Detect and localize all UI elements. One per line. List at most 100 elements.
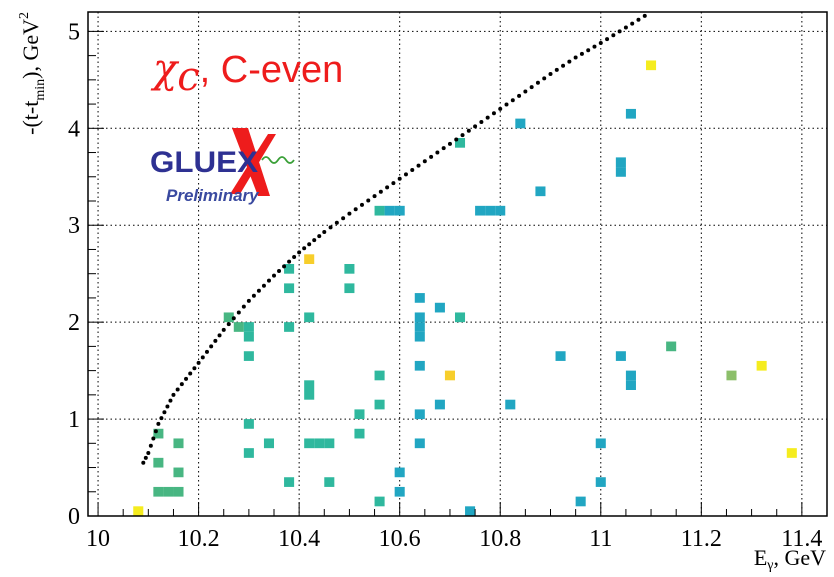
heatmap-bin xyxy=(354,409,365,420)
heatmap-bin xyxy=(475,205,486,216)
heatmap-bin xyxy=(243,351,254,361)
heatmap-bin xyxy=(414,409,425,420)
x-tick-label: 10.4 xyxy=(278,526,320,552)
kinematic-point xyxy=(385,185,390,190)
y-tick-labels: 0 1 2 3 4 5 xyxy=(68,19,80,530)
kinematic-point xyxy=(184,376,189,381)
heatmap-bin xyxy=(394,205,405,216)
heatmap-bin xyxy=(454,312,466,323)
kinematic-point xyxy=(192,366,197,371)
heatmap-bin xyxy=(163,486,174,497)
heatmap-bin xyxy=(304,312,315,323)
kinematic-point xyxy=(148,443,153,448)
heatmap-bin xyxy=(314,438,325,449)
heatmap-bin xyxy=(153,428,164,439)
kinematic-point xyxy=(416,163,421,168)
legend: χc, C-even xyxy=(150,46,343,100)
heatmap-bin xyxy=(374,399,385,410)
kinematic-point xyxy=(579,51,584,56)
heatmap-bin xyxy=(414,438,425,449)
kinematic-point xyxy=(251,293,256,298)
heatmap-bin xyxy=(485,205,496,216)
y-axis-title-unit: ), GeV xyxy=(18,19,43,79)
heatmap-bin xyxy=(434,399,445,410)
y-tick-label: 0 xyxy=(68,504,80,530)
kinematic-point xyxy=(504,102,509,107)
kinematic-point xyxy=(573,55,578,60)
heatmap-bin xyxy=(666,341,677,352)
x-tick-label: 10.2 xyxy=(178,526,220,552)
kinematic-point xyxy=(611,33,616,38)
heatmap-bin xyxy=(505,399,516,410)
kinematic-point xyxy=(435,150,440,155)
kinematic-point xyxy=(378,189,383,194)
x-axis-title-main: E xyxy=(754,545,767,570)
kinematic-point xyxy=(623,25,628,30)
kinematic-point xyxy=(292,255,297,260)
x-axis-title-unit: , GeV xyxy=(773,545,826,570)
kinematic-point xyxy=(261,283,266,288)
x-tick-label: 10.6 xyxy=(379,526,421,552)
x-tick-label: 11 xyxy=(589,526,612,552)
kinematic-point xyxy=(287,259,292,264)
heatmap-bin xyxy=(344,264,355,274)
kinematic-point xyxy=(179,382,184,387)
legend-symbol-sub: c xyxy=(177,54,199,100)
heatmap-bin xyxy=(515,118,526,129)
kinematic-point xyxy=(391,181,396,186)
heatmap-bin xyxy=(133,506,144,516)
heatmap-bin xyxy=(465,506,476,516)
heatmap-bin xyxy=(595,438,606,449)
heatmap-bin xyxy=(535,186,546,197)
heatmap-bin xyxy=(625,108,636,119)
heatmap-bin xyxy=(284,477,295,487)
heatmap-bin xyxy=(173,486,184,497)
x-tick-labels: 10 10.2 10.4 10.6 10.8 11 11.2 11.4 xyxy=(86,526,822,552)
kinematic-point xyxy=(397,176,402,181)
kinematic-point xyxy=(317,234,322,239)
kinematic-point xyxy=(586,48,591,53)
heatmap-bin xyxy=(304,380,315,390)
kinematic-point xyxy=(353,207,358,212)
heatmap-bin xyxy=(324,438,335,449)
heatmap-bin xyxy=(374,205,385,216)
kinematic-point xyxy=(466,128,471,133)
heatmap-bin xyxy=(284,264,295,274)
kinematic-point xyxy=(217,333,222,338)
kinematic-point xyxy=(143,455,148,460)
kinematic-point xyxy=(328,225,333,230)
kinematic-point xyxy=(322,230,327,235)
kinematic-point xyxy=(141,460,146,465)
heatmap-bin xyxy=(414,312,425,323)
kinematic-point xyxy=(429,154,434,159)
y-tick-label: 4 xyxy=(68,116,80,142)
kinematic-point xyxy=(403,172,408,177)
kinematic-point xyxy=(196,360,201,365)
kinematic-point xyxy=(334,220,339,225)
kinematic-point xyxy=(592,44,597,49)
kinematic-point xyxy=(460,133,465,138)
heatmap-bin xyxy=(243,331,254,342)
kinematic-point xyxy=(498,106,503,111)
heatmap-bin xyxy=(354,428,365,439)
heatmap-bin xyxy=(304,254,315,264)
heatmap-bin xyxy=(414,322,425,332)
kinematic-curve xyxy=(141,13,647,465)
heatmap-bin xyxy=(284,283,295,294)
kinematic-point xyxy=(302,246,307,251)
kinematic-point xyxy=(256,288,261,293)
kinematic-point xyxy=(473,124,478,129)
kinematic-point xyxy=(188,371,193,376)
kinematic-point xyxy=(485,115,490,120)
x-axis-title: Eγ, GeV xyxy=(754,545,826,573)
heatmap-bin xyxy=(756,360,767,371)
heatmap-bin xyxy=(726,370,737,381)
kinematic-point xyxy=(598,41,603,46)
kinematic-point xyxy=(410,167,415,172)
heatmap-bin xyxy=(384,205,395,216)
heatmap-bin xyxy=(263,438,275,449)
kinematic-point xyxy=(605,37,610,42)
gluex-logo-wave xyxy=(261,156,295,164)
kinematic-point xyxy=(162,410,167,415)
heatmap-bin xyxy=(233,322,244,332)
